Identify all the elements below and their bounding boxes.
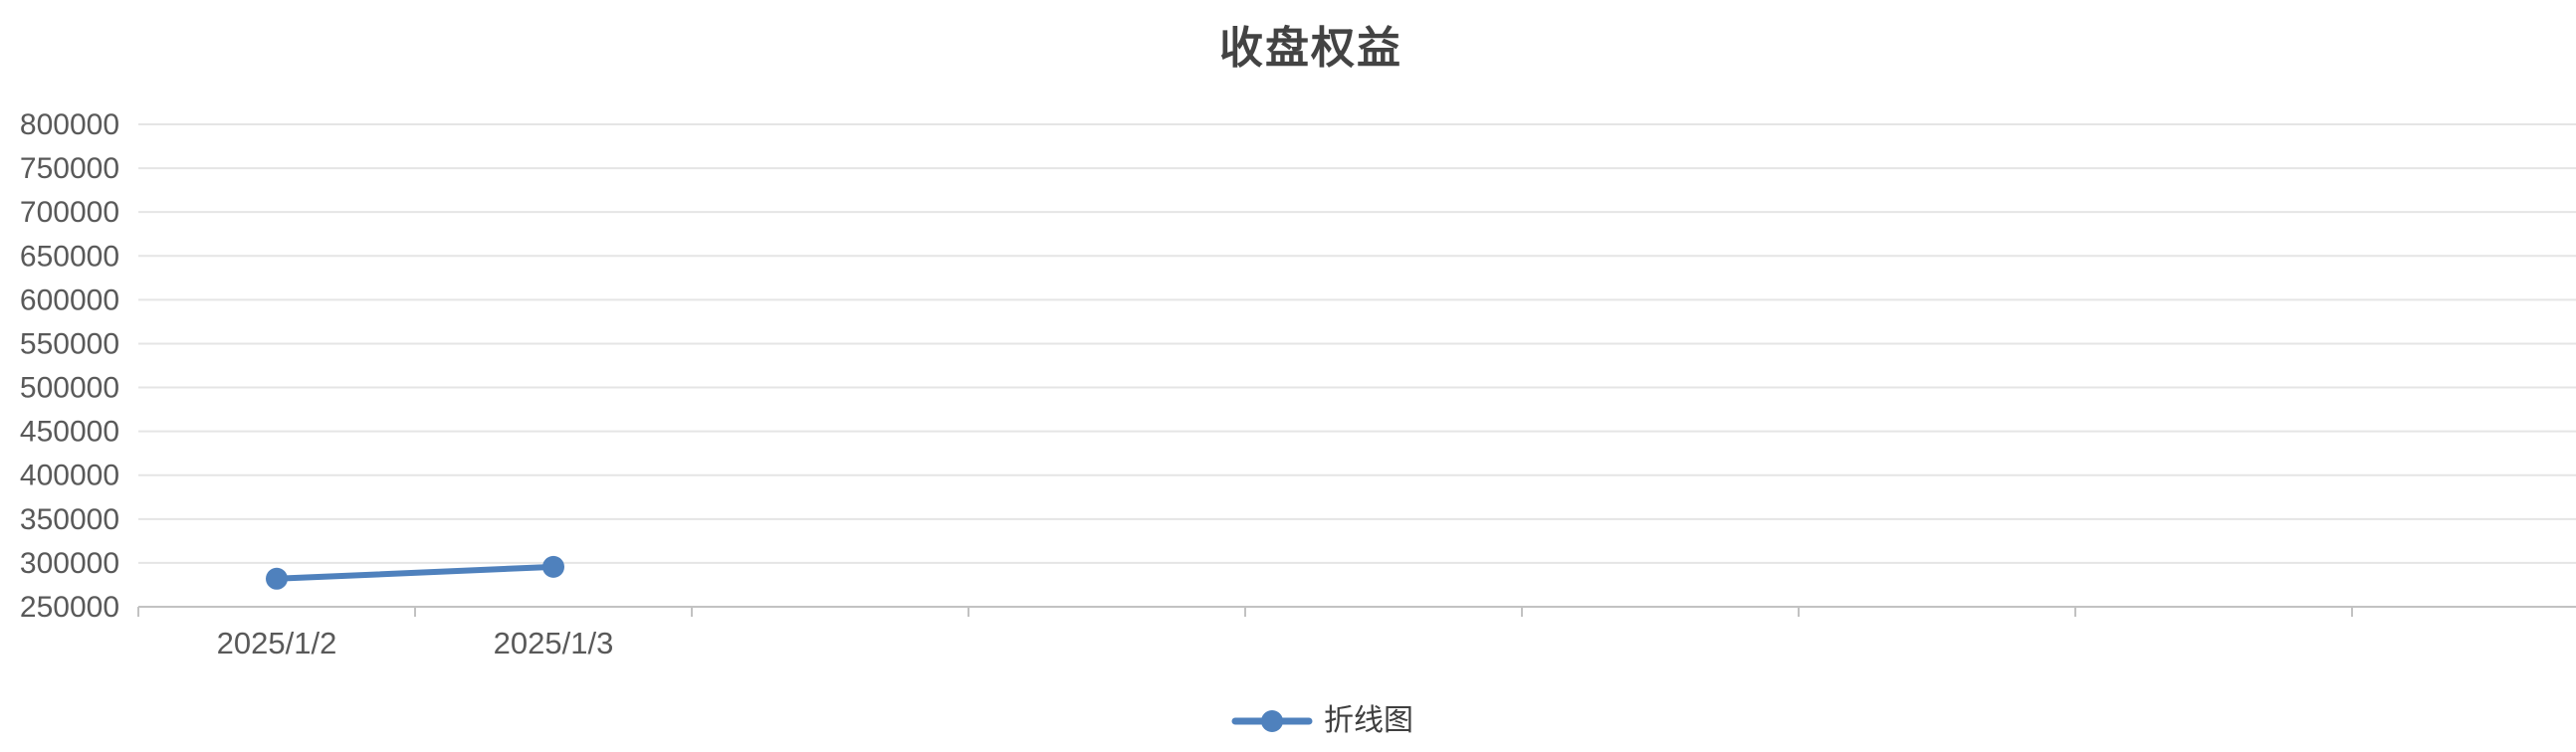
y-axis-tick-label: 650000 [20, 240, 119, 273]
data-point-marker[interactable] [542, 555, 564, 578]
y-axis-tick-label: 600000 [20, 283, 119, 316]
chart-title: 收盘权益 [1219, 24, 1402, 73]
legend-series-label: 折线图 [1324, 704, 1413, 737]
y-axis-tick-label: 550000 [20, 327, 119, 360]
y-axis-tick-label: 700000 [20, 196, 119, 229]
y-axis-tick-label: 250000 [20, 591, 119, 624]
y-axis-tick-label: 350000 [20, 503, 119, 536]
y-axis-tick-label: 300000 [20, 547, 119, 580]
y-axis-tick-label: 750000 [20, 152, 119, 185]
y-axis-tick-label: 450000 [20, 416, 119, 449]
legend-line-marker-icon [1231, 708, 1313, 734]
legend-item-series[interactable]: 折线图 [1231, 706, 1413, 736]
x-axis-tick-label: 2025/1/3 [494, 626, 614, 660]
y-axis-tick-label: 500000 [20, 372, 119, 405]
data-point-marker[interactable] [266, 567, 288, 590]
y-axis-tick-label: 800000 [20, 108, 119, 141]
series-line [274, 563, 556, 582]
y-axis-tick-label: 400000 [20, 460, 119, 492]
x-axis-tick-label: 2025/1/2 [217, 626, 337, 660]
